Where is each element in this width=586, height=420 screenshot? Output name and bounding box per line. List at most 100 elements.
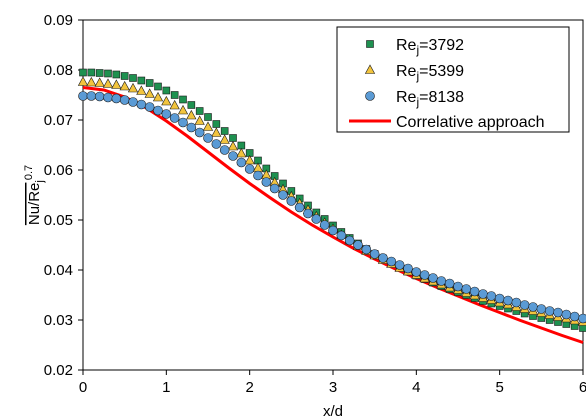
data-point — [127, 82, 139, 93]
data-point — [186, 109, 197, 120]
data-point — [79, 68, 87, 77]
data-point — [353, 240, 363, 250]
data-point — [153, 105, 163, 116]
data-point — [236, 147, 247, 158]
data-point — [503, 295, 513, 306]
data-point — [403, 263, 413, 274]
data-point — [319, 220, 330, 230]
legend-entry: Rej=3792 — [366, 37, 464, 57]
x-axis: 0 1 2 3 4 5 6 — [79, 370, 586, 396]
data-point — [419, 270, 430, 280]
data-point — [78, 91, 88, 101]
data-point — [528, 302, 538, 312]
data-point — [211, 127, 222, 137]
legend-swatch — [366, 40, 374, 48]
legend-entry: Correlative approach — [349, 114, 545, 131]
data-point — [578, 313, 586, 324]
data-point — [211, 139, 222, 149]
data-point — [203, 133, 213, 143]
data-point — [220, 127, 229, 135]
data-point — [212, 120, 221, 128]
x-tick-label: 1 — [162, 379, 170, 396]
data-point — [162, 86, 171, 95]
data-point — [286, 196, 297, 206]
data-point — [136, 85, 147, 95]
data-point — [253, 170, 263, 181]
data-point — [219, 145, 230, 155]
data-point — [294, 202, 305, 213]
data-point — [436, 276, 447, 286]
data-point — [394, 260, 405, 270]
data-point — [111, 79, 122, 89]
y-axis-title-sup: 0.7 — [23, 165, 35, 180]
data-point — [194, 115, 205, 125]
data-point — [227, 140, 239, 151]
y-axis: 0.02 0.03 0.04 0.05 0.06 0.07 0.08 0.09 — [44, 12, 83, 379]
data-point — [278, 190, 288, 200]
data-point — [152, 91, 164, 102]
data-point — [195, 107, 204, 115]
data-point — [344, 235, 355, 246]
data-point — [269, 183, 280, 194]
data-point — [544, 306, 555, 316]
legend: Rej=3792 Rej=5399 Rej=8138 Correlative appr… — [336, 26, 570, 133]
data-point — [170, 91, 179, 99]
data-point — [119, 95, 130, 105]
data-point — [94, 91, 105, 102]
data-point — [103, 92, 113, 103]
data-point — [161, 95, 172, 106]
data-point — [561, 309, 572, 320]
data-point — [569, 311, 580, 322]
data-point — [102, 78, 114, 88]
data-point — [177, 104, 189, 115]
data-point — [137, 76, 146, 85]
y-tick-label: 0.09 — [44, 12, 73, 29]
y-tick-label: 0.08 — [44, 62, 73, 79]
data-point — [204, 113, 212, 121]
x-tick-label: 3 — [329, 379, 337, 396]
data-point — [478, 289, 488, 299]
svg-text:Nu/Rej0.7: Nu/Rej0.7 — [23, 165, 46, 225]
data-point — [536, 304, 547, 314]
y-axis-title-main: Nu/Re — [26, 183, 43, 226]
y-axis-title: Nu/Rej0.7 — [23, 165, 46, 225]
data-point — [128, 97, 138, 107]
data-point — [187, 101, 196, 109]
data-point — [129, 74, 137, 82]
data-point — [303, 208, 313, 219]
x-tick-label: 4 — [412, 379, 420, 396]
data-point — [236, 157, 247, 168]
legend-entry: Rej=8138 — [365, 89, 464, 109]
y-tick-label: 0.06 — [44, 162, 73, 179]
series-circle — [78, 91, 586, 324]
data-point — [486, 291, 497, 301]
data-point — [119, 80, 130, 91]
data-point — [112, 70, 121, 79]
y-axis-title-sub: j — [34, 180, 46, 183]
x-tick-label: 2 — [245, 379, 253, 396]
data-point — [202, 121, 214, 131]
data-point — [261, 177, 272, 187]
x-axis-title: x/d — [323, 403, 343, 420]
data-point — [111, 93, 122, 104]
data-point — [461, 284, 472, 294]
x-tick-label: 0 — [79, 379, 87, 396]
data-point — [336, 230, 347, 241]
legend-box — [336, 26, 570, 133]
data-point — [444, 278, 455, 289]
data-point — [244, 154, 255, 165]
data-point — [194, 127, 205, 138]
data-point — [178, 117, 188, 128]
y-tick-label: 0.04 — [44, 262, 73, 279]
data-point — [219, 134, 230, 144]
data-point — [161, 109, 172, 119]
x-tick-label: 6 — [579, 379, 586, 396]
data-point — [86, 91, 97, 101]
legend-label: Correlative approach — [396, 114, 545, 131]
data-point — [328, 225, 338, 236]
data-point — [77, 76, 89, 86]
legend-swatch — [365, 91, 375, 101]
data-point — [229, 134, 237, 142]
data-point — [169, 113, 180, 123]
